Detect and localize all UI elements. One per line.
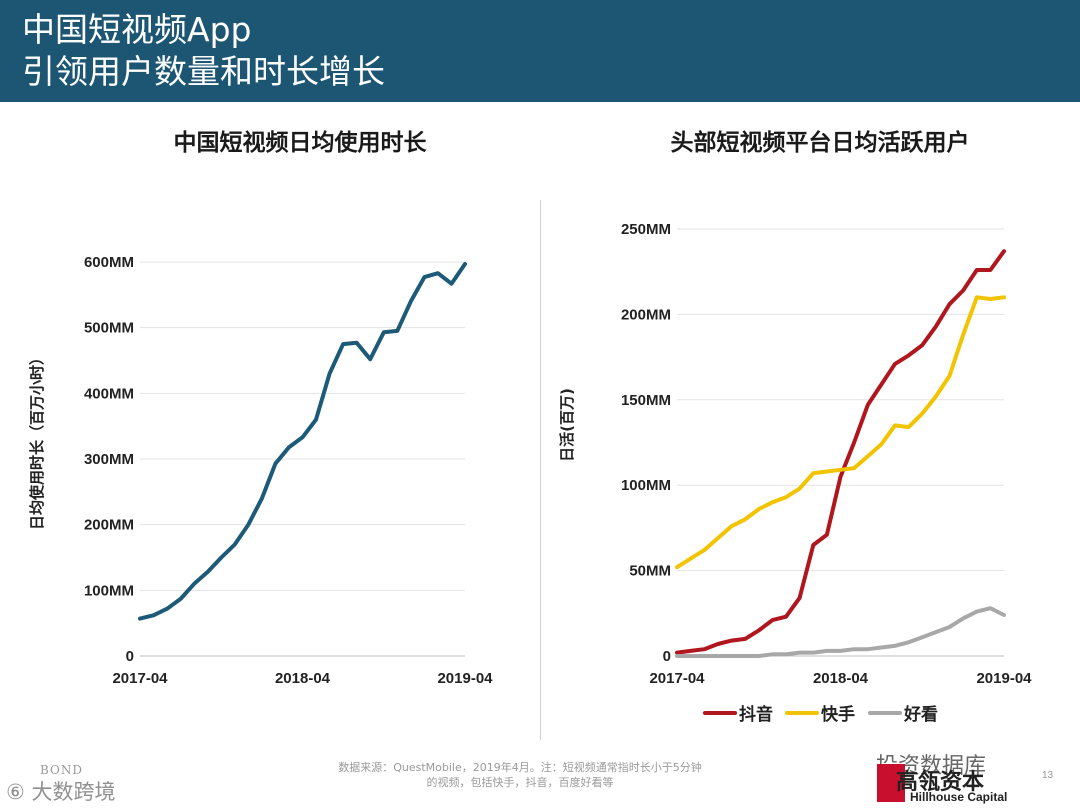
chart2-legend: 抖音 快手 好看 (703, 704, 938, 725)
watermark-left: ⑥ 大数跨境 (6, 780, 116, 804)
c1-x-tick-label: 2019-04 (437, 670, 493, 687)
c2-x-tick-label: 2019-04 (976, 670, 1032, 687)
hillhouse-logo-cn: 高瓴资本 (896, 770, 985, 795)
legend-label-3: 好看 (903, 704, 938, 725)
legend-label-2: 快手 (821, 704, 855, 725)
legend-label-1: 抖音 (739, 704, 773, 725)
source-note: 数据来源：QuestMobile，2019年4月。注：短视频通常指时长小于5分钟… (300, 760, 740, 790)
chart-usage-duration: 中国短视频日均使用时长 日均使用时长（百万小时） 0 100MM 200MM 300M… (28, 129, 493, 687)
page-number: 13 (1042, 770, 1054, 781)
c1-y-tick-label: 500MM (84, 320, 134, 337)
c2-y-tick-label: 150MM (621, 392, 671, 409)
c1-series-line-1 (138, 262, 467, 621)
c2-series-line-1 (675, 249, 1006, 655)
hillhouse-logo-mark (877, 764, 905, 802)
slide-title-line1: 中国短视频App (22, 10, 252, 49)
c1-x-tick-label: 2017-04 (112, 670, 168, 687)
c2-y-tick-label: 250MM (621, 221, 671, 238)
bond-logo-text: BOND (40, 763, 83, 777)
source-line2: 的视频，包括快手，抖音，百度好看等 (426, 776, 614, 789)
c1-y-tick-label: 600MM (84, 254, 134, 271)
chart-daily-active-users: 头部短视频平台日均活跃用户 日活(百万) 0 50MM 100MM 150MM 200M… (558, 129, 1032, 725)
c2-y-tick-label: 100MM (621, 477, 671, 494)
c1-y-tick-label: 200MM (84, 517, 134, 534)
c2-y-tick-label: 200MM (621, 306, 671, 323)
c1-y-tick-label: 0 (126, 648, 134, 665)
c1-x-tick-label: 2018-04 (275, 670, 331, 687)
c2-series-line-3 (675, 606, 1006, 658)
chart-divider (540, 200, 541, 740)
chart2-title: 头部短视频平台日均活跃用户 (671, 129, 970, 156)
c1-y-tick-label: 300MM (84, 451, 134, 468)
chart1-title: 中国短视频日均使用时长 (174, 129, 428, 156)
hillhouse-logo-en: Hillhouse Capital (910, 790, 1008, 804)
c1-y-tick-label: 400MM (84, 385, 134, 402)
c2-y-tick-label: 50MM (629, 563, 671, 580)
slide-title-line2: 引领用户数量和时长增长 (22, 52, 385, 91)
c2-x-tick-label: 2018-04 (813, 670, 869, 687)
c2-y-tick-label: 0 (663, 648, 671, 665)
c2-x-tick-label: 2017-04 (649, 670, 705, 687)
chart2-y-axis-label: 日活(百万) (558, 388, 576, 462)
c1-y-tick-label: 100MM (84, 582, 134, 599)
header-banner: 中国短视频App 引领用户数量和时长增长 (0, 0, 1080, 102)
chart1-y-axis-label: 日均使用时长（百万小时） (28, 350, 46, 530)
c2-series-line-2 (675, 295, 1006, 570)
source-line1: 数据来源：QuestMobile，2019年4月。注：短视频通常指时长小于5分钟 (338, 761, 702, 774)
